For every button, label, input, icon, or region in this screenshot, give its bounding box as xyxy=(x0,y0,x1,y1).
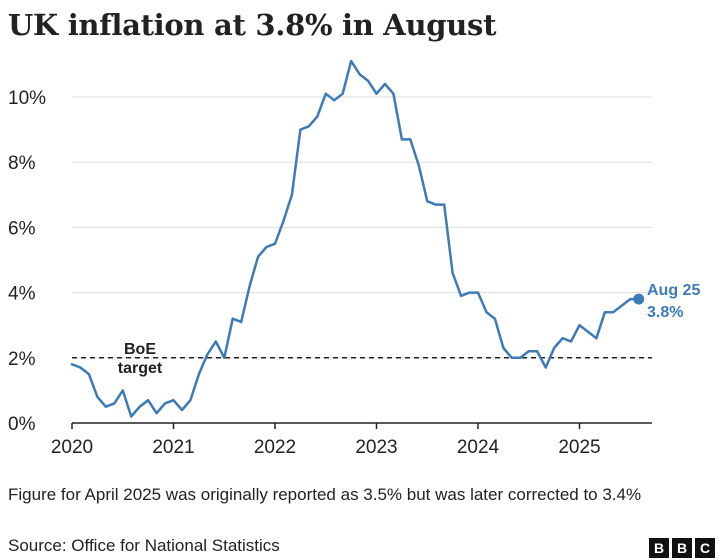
source-text: Source: Office for National Statistics xyxy=(8,536,280,555)
y-tick-label: 6% xyxy=(8,218,36,239)
x-tick-label: 2022 xyxy=(254,437,296,458)
y-tick-label: 8% xyxy=(8,153,36,174)
y-tick-label: 4% xyxy=(8,284,36,305)
x-tick-label: 2024 xyxy=(457,437,500,458)
x-tick-label: 2021 xyxy=(152,437,194,458)
y-tick-label: 10% xyxy=(8,88,46,109)
series-line xyxy=(70,59,640,418)
series-group xyxy=(70,59,645,418)
logo-letter: B xyxy=(672,538,692,558)
end-value-label: Aug 25 xyxy=(647,282,700,299)
y-tick-label: 0% xyxy=(8,414,36,435)
logo-letter: B xyxy=(649,538,669,558)
y-tick-label: 2% xyxy=(8,349,36,370)
x-axis xyxy=(71,422,652,429)
chart-title: UK inflation at 3.8% in August xyxy=(8,8,497,42)
boe-target-label: BoE xyxy=(124,341,156,358)
footnote: Figure for April 2025 was originally rep… xyxy=(8,485,642,504)
boe-target-label: target xyxy=(118,360,163,377)
logo-letter: C xyxy=(695,538,715,558)
bbc-logo: B B C xyxy=(649,538,715,558)
line-chart: 0% 2% 4% 6% 8% 10% 2020 2021 2022 2023 2024 2025 B… xyxy=(8,59,701,458)
x-axis-labels: 2020 2021 2022 2023 2024 2025 xyxy=(51,437,601,458)
series-end-point xyxy=(633,293,645,305)
x-tick-label: 2020 xyxy=(51,437,93,458)
x-tick-label: 2023 xyxy=(355,437,397,458)
y-axis-labels: 0% 2% 4% 6% 8% 10% xyxy=(8,88,46,435)
annotations: BoE target Aug 25 3.8% xyxy=(118,282,701,377)
gridlines xyxy=(72,96,652,359)
end-value-label: 3.8% xyxy=(647,304,683,321)
x-tick-label: 2025 xyxy=(558,437,600,458)
